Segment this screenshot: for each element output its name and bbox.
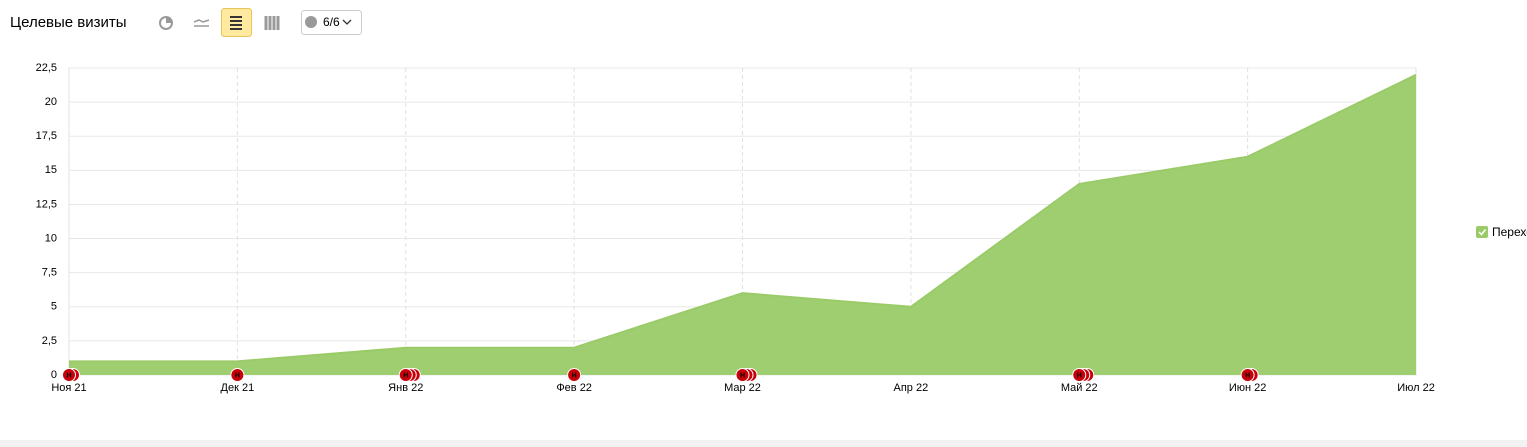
note-marker[interactable]: Н — [1072, 368, 1095, 382]
y-tick-label: 22,5 — [36, 62, 57, 74]
line-button[interactable] — [193, 19, 210, 27]
toolbar: 6/6 — [159, 8, 362, 37]
note-label: Н — [1245, 372, 1250, 379]
x-tick-label: Апр 22 — [894, 382, 929, 394]
note-circle — [398, 368, 413, 382]
x-tick-label: Янв 22 — [388, 382, 423, 394]
y-tick-label: 17,5 — [36, 130, 57, 142]
note-circle — [567, 368, 582, 382]
notes-count: 6/6 — [323, 15, 340, 29]
note-circle — [1072, 368, 1087, 382]
note-marker[interactable]: Н — [1240, 368, 1259, 382]
y-tick-label: 0 — [51, 369, 57, 381]
area — [69, 74, 1416, 376]
pie-button[interactable] — [159, 16, 173, 30]
legend-label: Перехо — [1492, 225, 1527, 239]
note-marker[interactable]: Н — [230, 368, 245, 382]
y-tick-label: 20 — [45, 96, 57, 108]
note-marker[interactable]: Н — [62, 368, 80, 382]
note-marker[interactable]: Н — [567, 368, 582, 382]
notes-button[interactable]: 6/6 — [301, 10, 362, 35]
y-tick-label: 12,5 — [36, 198, 57, 210]
chart-title: Целевые визиты — [10, 14, 127, 31]
note-circle — [735, 368, 750, 382]
note-label: Н — [235, 372, 240, 379]
note-circle — [1240, 368, 1255, 382]
x-tick-label: Ноя 21 — [51, 382, 86, 394]
x-tick-label: Июл 22 — [1397, 382, 1435, 394]
area-line — [69, 73, 1417, 363]
note-marker[interactable]: Н — [735, 368, 758, 382]
note-label: Н — [740, 372, 745, 379]
note-label: Н — [66, 372, 71, 379]
bar-button[interactable] — [264, 16, 280, 30]
y-tick-label: 5 — [51, 301, 57, 313]
area-button[interactable] — [221, 8, 252, 37]
x-tick-label: Дек 21 — [221, 382, 255, 394]
y-tick-label: 2,5 — [42, 335, 57, 347]
note-circle — [62, 368, 76, 382]
footer-strip — [0, 440, 1527, 447]
y-tick-label: 15 — [45, 164, 57, 176]
legend-item[interactable]: Перехо — [1476, 225, 1527, 239]
x-tick-label: Мар 22 — [724, 382, 761, 394]
x-tick-label: Фев 22 — [556, 382, 592, 394]
y-tick-label: 7,5 — [42, 267, 57, 279]
note-label: Н — [572, 372, 577, 379]
legend-check — [1478, 229, 1487, 236]
note-label: Н — [403, 372, 408, 379]
note-marker[interactable]: Н — [398, 368, 421, 382]
note-circle — [230, 368, 245, 382]
note-label: Н — [1077, 372, 1082, 379]
x-tick-label: Май 22 — [1061, 382, 1098, 394]
legend-checkbox — [1476, 226, 1488, 238]
y-tick-label: 10 — [45, 232, 57, 244]
x-tick-label: Июн 22 — [1229, 382, 1267, 394]
